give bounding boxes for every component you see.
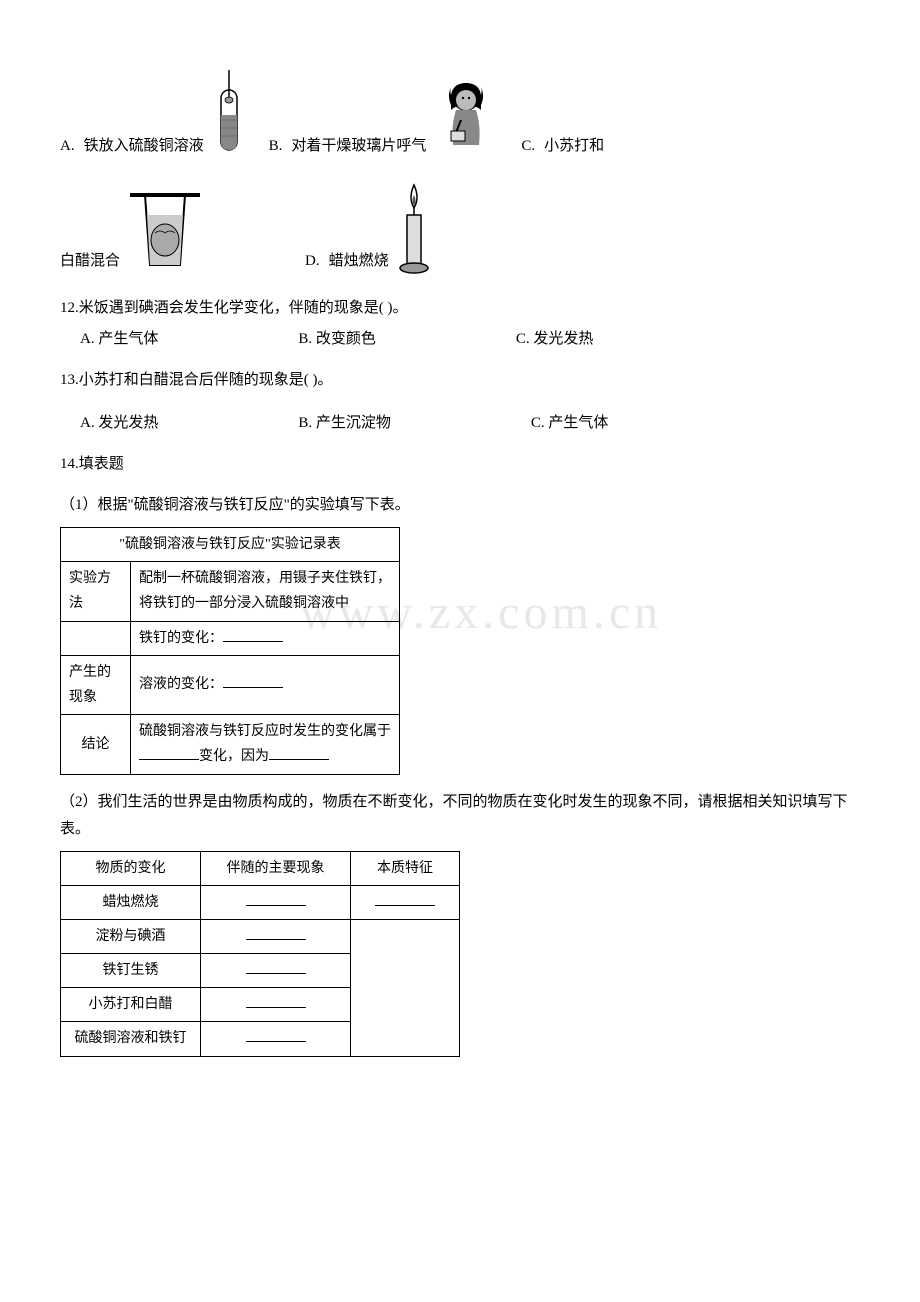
t1-r1c2: 配制一杯硫酸铜溶液，用镊子夹住铁钉，将铁钉的一部分浸入硫酸铜溶液中	[131, 562, 400, 621]
q12-options: A. 产生气体 B. 改变颜色 C. 发光发热	[60, 326, 860, 353]
blank	[246, 924, 306, 940]
t2-r2c1: 淀粉与碘酒	[61, 919, 201, 953]
q13-b: B. 产生沉淀物	[298, 410, 391, 437]
q14-sub2: （2）我们生活的世界是由物质构成的，物质在不断变化，不同的物质在变化时发生的现象…	[60, 789, 860, 1057]
blank	[375, 890, 435, 906]
q14-sub2-intro: （2）我们生活的世界是由物质构成的，物质在不断变化，不同的物质在变化时发生的现象…	[60, 789, 860, 843]
blank	[269, 744, 329, 760]
t1-r4c2-pre: 硫酸铜溶液与铁钉反应时发生的变化属于	[139, 724, 391, 739]
t2-h1: 物质的变化	[61, 851, 201, 885]
blank	[223, 626, 283, 642]
q11-d-label: D.	[305, 248, 320, 275]
t2-merged-c3	[351, 919, 460, 1056]
t2-r3c2	[201, 954, 351, 988]
t1-r4c2-mid: 变化，因为	[199, 749, 269, 764]
q12-a: A. 产生气体	[80, 326, 158, 353]
t2-r1c2	[201, 885, 351, 919]
t2-r1c1: 蜡烛燃烧	[61, 885, 201, 919]
q11-opt-c-cont: 白醋混合	[60, 185, 205, 275]
blank	[223, 672, 283, 688]
candle-icon	[394, 180, 434, 275]
t1-r2c1	[61, 621, 131, 655]
t1-r4c2: 硫酸铜溶液与铁钉反应时发生的变化属于变化，因为	[131, 715, 400, 774]
t1-r2c2-pre: 铁钉的变化：	[139, 631, 223, 646]
t1-r1c1: 实验方法	[61, 562, 131, 621]
q11-a-label: A.	[60, 133, 75, 160]
t1-r3c2: 溶液的变化：	[131, 655, 400, 714]
q11-options-row2: 白醋混合 D. 蜡烛燃烧	[60, 180, 860, 275]
q11-c-label: C.	[521, 133, 535, 160]
q13-c: C. 产生气体	[531, 410, 609, 437]
q14-table2: 物质的变化 伴随的主要现象 本质特征 蜡烛燃烧 淀粉与碘酒 铁钉生锈	[60, 851, 460, 1057]
t2-r4c1: 小苏打和白醋	[61, 988, 201, 1022]
blank	[139, 744, 199, 760]
q14-sub1: （1）根据"硫酸铜溶液与铁钉反应"的实验填写下表。 "硫酸铜溶液与铁钉反应"实验…	[60, 492, 860, 775]
q12-stem: 12.米饭遇到碘酒会发生化学变化，伴随的现象是( )。	[60, 295, 860, 322]
q11-b-text: 对着干燥玻璃片呼气	[291, 133, 426, 160]
q13: 13.小苏打和白醋混合后伴随的现象是( )。 A. 发光发热 B. 产生沉淀物 …	[60, 367, 860, 437]
t2-r5c1: 硫酸铜溶液和铁钉	[61, 1022, 201, 1056]
t1-r3c1: 产生的现象	[61, 655, 131, 714]
t1-r2c2: 铁钉的变化：	[131, 621, 400, 655]
q14: 14.填表题 （1）根据"硫酸铜溶液与铁钉反应"的实验填写下表。 "硫酸铜溶液与…	[60, 451, 860, 1057]
q14-stem: 14.填表题	[60, 451, 860, 478]
q11-opt-a: A. 铁放入硫酸铜溶液	[60, 70, 249, 160]
t2-r2c2	[201, 919, 351, 953]
q11-b-label: B.	[269, 133, 283, 160]
q13-options: A. 发光发热 B. 产生沉淀物 C. 产生气体	[60, 410, 860, 437]
t2-h2: 伴随的主要现象	[201, 851, 351, 885]
q11-d-text: 蜡烛燃烧	[329, 248, 389, 275]
q14-sub1-intro: （1）根据"硫酸铜溶液与铁钉反应"的实验填写下表。	[60, 492, 860, 519]
q14-table1: "硫酸铜溶液与铁钉反应"实验记录表 实验方法 配制一杯硫酸铜溶液，用镊子夹住铁钉…	[60, 527, 400, 775]
t2-h3: 本质特征	[351, 851, 460, 885]
blank	[246, 958, 306, 974]
girl-breathing-icon	[431, 75, 501, 160]
q11-opt-b: B. 对着干燥玻璃片呼气	[269, 75, 502, 160]
q11-opt-d: D. 蜡烛燃烧	[305, 180, 434, 275]
t2-r5c2	[201, 1022, 351, 1056]
q13-stem: 13.小苏打和白醋混合后伴随的现象是( )。	[60, 367, 860, 394]
test-tube-icon	[209, 70, 249, 160]
blank	[246, 1026, 306, 1042]
q12-c: C. 发光发热	[516, 326, 594, 353]
q11-c-text-part2: 白醋混合	[60, 248, 120, 275]
t2-r3c1: 铁钉生锈	[61, 954, 201, 988]
blank	[246, 890, 306, 906]
q11-c-text-part1: 小苏打和	[544, 133, 604, 160]
t1-r3c2-pre: 溶液的变化：	[139, 677, 223, 692]
page-content: A. 铁放入硫酸铜溶液 B. 对着干燥玻璃片呼气	[60, 70, 860, 1057]
q12-b: B. 改变颜色	[298, 326, 376, 353]
q12: 12.米饭遇到碘酒会发生化学变化，伴随的现象是( )。 A. 产生气体 B. 改…	[60, 295, 860, 353]
t1-title: "硫酸铜溶液与铁钉反应"实验记录表	[61, 528, 400, 562]
q11-opt-c: C. 小苏打和	[521, 133, 604, 160]
t1-r4c1: 结论	[61, 715, 131, 774]
blank	[246, 992, 306, 1008]
q13-a: A. 发光发热	[80, 410, 158, 437]
t2-r1c3	[351, 885, 460, 919]
cup-mixing-icon	[125, 185, 205, 275]
q11-a-text: 铁放入硫酸铜溶液	[84, 133, 204, 160]
q11-options-row1: A. 铁放入硫酸铜溶液 B. 对着干燥玻璃片呼气	[60, 70, 860, 160]
t2-r4c2	[201, 988, 351, 1022]
